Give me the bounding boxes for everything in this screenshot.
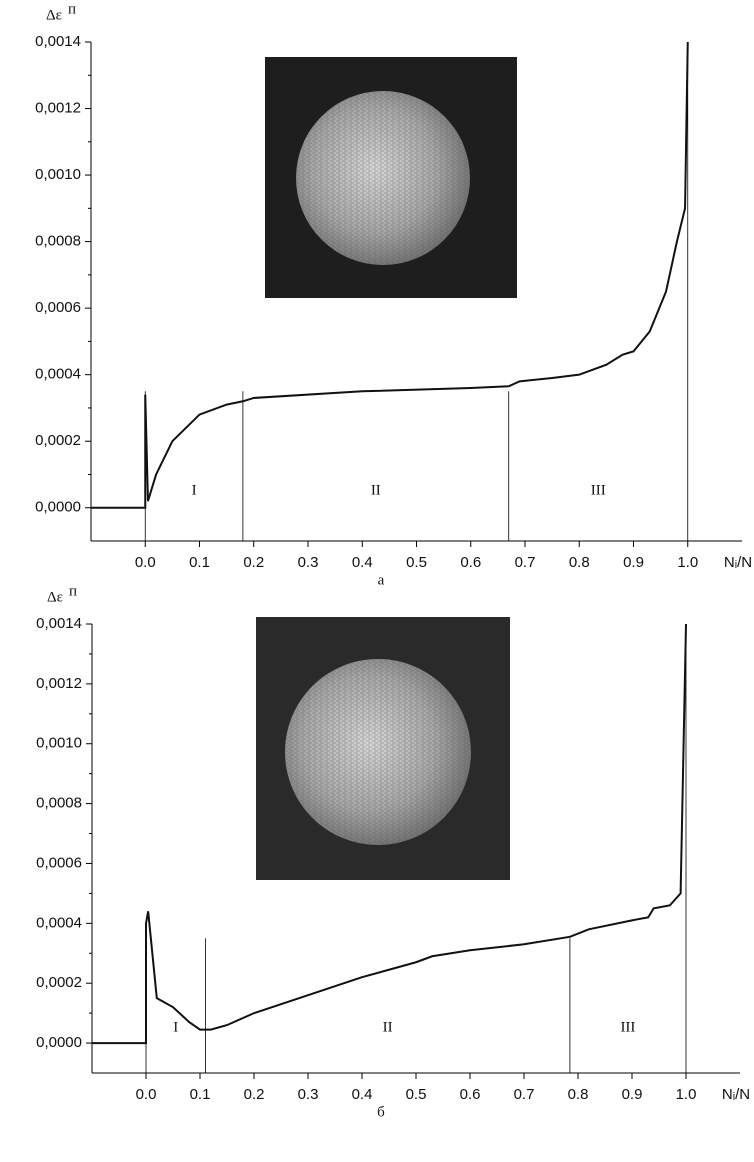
stage-label: II [371, 483, 381, 499]
y-tick-label: 0,0012 [36, 675, 82, 692]
x-tick-label: 0.2 [243, 554, 264, 571]
y-tick-label: 0,0002 [35, 432, 81, 449]
x-tick-label: 0.8 [568, 1086, 589, 1103]
stage-label: I [192, 483, 197, 499]
y-axis-label-sup: п [68, 1, 76, 17]
specimen-photo [256, 617, 510, 880]
stage-label: III [620, 1020, 635, 1036]
stage-label: II [383, 1020, 393, 1036]
y-tick-label: 0,0014 [35, 33, 81, 50]
x-tick-label: 0.9 [622, 1086, 643, 1103]
x-tick-label: 0.0 [135, 554, 156, 571]
x-tick-label: 0.4 [352, 1086, 373, 1103]
specimen-photo [265, 57, 517, 298]
x-tick-label: 0.7 [515, 554, 536, 571]
x-tick-label: 1.0 [676, 1086, 697, 1103]
x-tick-label: 0.3 [298, 1086, 319, 1103]
y-tick-label: 0,0014 [36, 615, 82, 632]
y-tick-label: 0,0002 [36, 974, 82, 991]
x-tick-label: 0.2 [244, 1086, 265, 1103]
x-tick-label: 0.1 [190, 1086, 211, 1103]
caption: а [378, 572, 385, 588]
curve [92, 623, 687, 1045]
x-tick-label: 0.5 [406, 1086, 427, 1103]
stage-label: III [591, 483, 606, 499]
y-tick-label: 0,0008 [35, 233, 81, 250]
x-tick-label: 0.3 [298, 554, 319, 571]
x-axis-label: Nᵢ/N [724, 554, 752, 571]
x-tick-label: 0.1 [189, 554, 210, 571]
y-axis-label: Δε [47, 589, 63, 605]
x-tick-label: 0.4 [352, 554, 373, 571]
x-tick-label: 0.0 [136, 1086, 157, 1103]
y-tick-label: 0,0010 [35, 166, 81, 183]
x-tick-label: 1.0 [677, 554, 698, 571]
x-tick-label: 0.9 [623, 554, 644, 571]
x-tick-label: 0.6 [460, 554, 481, 571]
x-axis-label: Nᵢ/N [722, 1086, 750, 1103]
y-tick-label: 0,0006 [35, 299, 81, 316]
x-tick-label: 0.5 [406, 554, 427, 571]
y-tick-label: 0,0010 [36, 735, 82, 752]
y-axis-label-sup: п [69, 583, 77, 599]
y-tick-label: 0,0008 [36, 795, 82, 812]
y-tick-label: 0,0000 [35, 499, 81, 516]
y-axis-label: Δε [46, 7, 62, 23]
x-tick-label: 0.8 [569, 554, 590, 571]
stage-label: I [173, 1020, 178, 1036]
x-tick-label: 0.6 [460, 1086, 481, 1103]
y-tick-label: 0,0006 [36, 854, 82, 871]
y-tick-label: 0,0012 [35, 100, 81, 117]
y-tick-label: 0,0004 [35, 366, 81, 383]
x-tick-label: 0.7 [514, 1086, 535, 1103]
caption: б [377, 1104, 385, 1120]
y-tick-label: 0,0000 [36, 1034, 82, 1051]
curve [91, 41, 689, 509]
y-tick-label: 0,0004 [36, 914, 82, 931]
